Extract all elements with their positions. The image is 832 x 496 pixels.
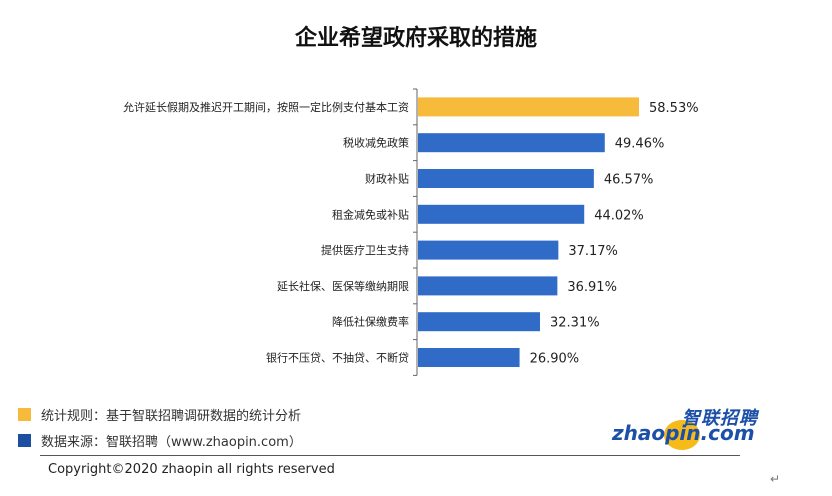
rule-swatch-icon bbox=[18, 408, 31, 421]
logo-brand-en: zhaopin.com bbox=[612, 421, 755, 445]
bar bbox=[418, 312, 541, 332]
category-label: 允许延长假期及推迟开工期间，按照一定比例支付基本工资 bbox=[123, 100, 409, 114]
category-label: 银行不压贷、不抽贷、不断贷 bbox=[266, 351, 409, 365]
logo-dot-icon bbox=[664, 420, 700, 450]
value-label: 49.46% bbox=[615, 137, 665, 152]
value-label: 58.53% bbox=[649, 101, 699, 116]
value-label: 26.90% bbox=[530, 352, 580, 367]
legend-source: 数据来源：智联招聘（www.zhaopin.com） bbox=[18, 431, 302, 450]
bar-chart: 允许延长假期及推迟开工期间，按照一定比例支付基本工资 58.53% 税收减免政策 49… bbox=[123, 88, 699, 376]
logo-brand-cn: 智联招聘 bbox=[682, 408, 758, 429]
category-label: 提供医疗卫生支持 bbox=[321, 243, 409, 257]
rule-label: 统计规则：基于智联招聘调研数据的统计分析 bbox=[41, 409, 302, 424]
category-label: 降低社保缴费率 bbox=[332, 315, 409, 329]
source-swatch-icon bbox=[18, 434, 31, 447]
chart-title: 企业希望政府采取的措施 bbox=[294, 26, 537, 51]
footer-divider bbox=[40, 455, 740, 456]
bar bbox=[418, 276, 558, 296]
category-label: 延长社保、医保等缴纳期限 bbox=[277, 279, 409, 293]
bar bbox=[418, 240, 559, 260]
bar bbox=[418, 169, 594, 188]
value-label: 36.91% bbox=[567, 280, 617, 295]
copyright-text: Copyright©2020 zhaopin all rights reserv… bbox=[48, 462, 335, 477]
legend-rule: 统计规则：基于智联招聘调研数据的统计分析 bbox=[18, 405, 301, 424]
value-label: 46.57% bbox=[604, 173, 654, 188]
value-label: 44.02% bbox=[594, 208, 644, 223]
category-label: 租金减免或补贴 bbox=[332, 207, 409, 221]
paragraph-mark-icon: ↵ bbox=[770, 472, 781, 486]
bar bbox=[418, 97, 640, 117]
bar bbox=[418, 133, 605, 153]
category-label: 税收减免政策 bbox=[343, 136, 409, 150]
value-label: 32.31% bbox=[550, 316, 600, 331]
zhaopin-logo: 智联招聘 zhaopin.com bbox=[612, 404, 762, 450]
category-label: 财政补贴 bbox=[365, 172, 409, 186]
value-label: 37.17% bbox=[568, 244, 618, 259]
bar bbox=[418, 348, 520, 367]
source-label: 数据来源：智联招聘（www.zhaopin.com） bbox=[41, 435, 302, 450]
bar bbox=[418, 204, 585, 224]
